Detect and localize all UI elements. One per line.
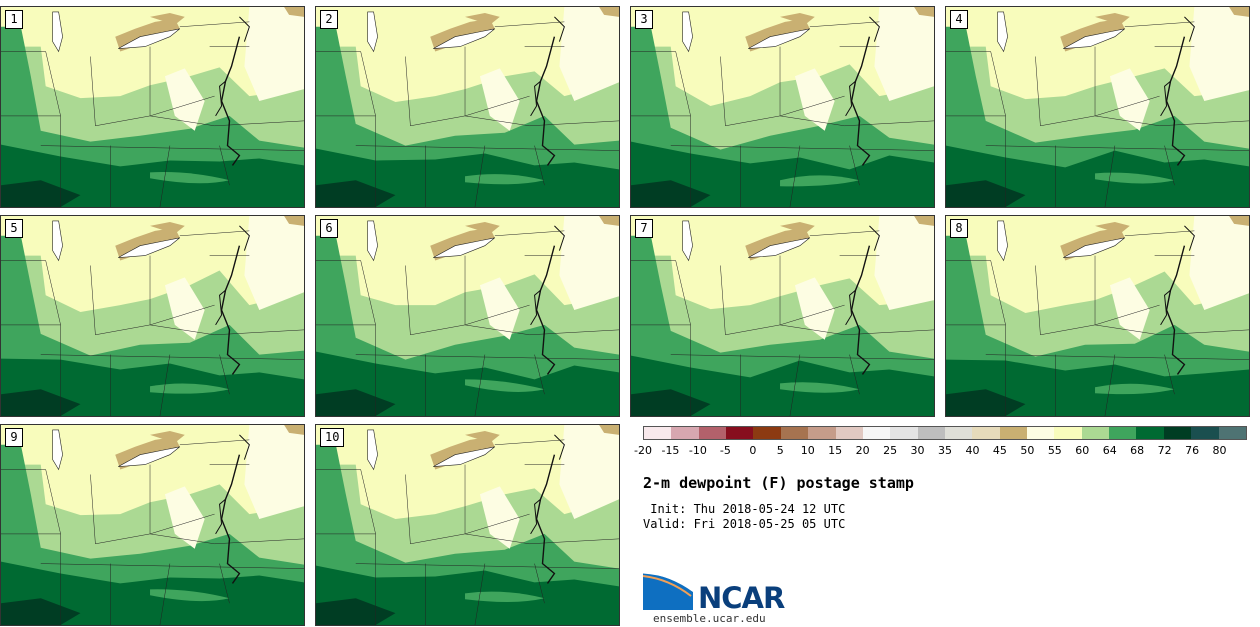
colorbar-tick-label: 45 <box>992 444 1007 457</box>
member-panel: 5 <box>0 215 305 417</box>
member-label: 3 <box>635 10 653 29</box>
member-label: 7 <box>635 219 653 238</box>
colorbar-tick-label: -15 <box>661 444 680 457</box>
member-label: 4 <box>950 10 968 29</box>
colorbar-tick-label: 60 <box>1075 444 1090 457</box>
ncar-logo-text: NCAR <box>698 581 785 615</box>
colorbar-tick-label: 68 <box>1130 444 1145 457</box>
colorbar-swatch <box>780 427 809 439</box>
valid-time: Valid: Fri 2018-05-25 05 UTC <box>643 517 846 531</box>
dewpoint-map <box>946 216 1249 416</box>
colorbar-tick-label: -10 <box>688 444 707 457</box>
dewpoint-map <box>316 216 619 416</box>
colorbar-swatch <box>808 427 836 439</box>
init-time: Init: Thu 2018-05-24 12 UTC <box>643 502 846 516</box>
member-label: 1 <box>5 10 23 29</box>
colorbar-swatch <box>1081 427 1110 439</box>
colorbar-tick-label: -5 <box>719 444 731 457</box>
colorbar-swatch <box>890 427 918 439</box>
figure-title: 2-m dewpoint (F) postage stamp <box>643 474 914 492</box>
dewpoint-map <box>1 7 304 207</box>
colorbar-tick-label: 55 <box>1047 444 1062 457</box>
member-panel: 9 <box>0 424 305 626</box>
dewpoint-map <box>631 216 934 416</box>
member-label: 9 <box>5 428 23 447</box>
colorbar-swatch <box>835 427 863 439</box>
colorbar-tick-label: 35 <box>938 444 952 457</box>
colorbar-tick-label: 20 <box>855 444 870 457</box>
member-label: 8 <box>950 219 968 238</box>
colorbar-tick-label: 50 <box>1020 444 1035 457</box>
member-label: 5 <box>5 219 23 238</box>
colorbar-tick-label: 10 <box>800 444 815 457</box>
member-panel: 8 <box>945 215 1250 417</box>
colorbar-swatch <box>972 427 1000 439</box>
colorbar-tick-label: 76 <box>1185 444 1200 457</box>
colorbar-swatch <box>917 427 945 439</box>
member-panel: 6 <box>315 215 620 417</box>
dewpoint-map <box>631 7 934 207</box>
member-panel: 1 <box>0 6 305 208</box>
colorbar-tick-label: 30 <box>910 444 925 457</box>
colorbar-swatch <box>999 427 1028 439</box>
colorbar-tick-label: 15 <box>828 444 843 457</box>
member-panel: 3 <box>630 6 935 208</box>
member-panel: 2 <box>315 6 620 208</box>
colorbar-swatch <box>698 427 727 439</box>
colorbar-swatch <box>1136 427 1164 439</box>
colorbar-swatch <box>1191 427 1219 439</box>
member-label: 2 <box>320 10 338 29</box>
member-panel: 7 <box>630 215 935 417</box>
colorbar-tick-label: 5 <box>776 444 784 457</box>
colorbar-tick-label: 25 <box>883 444 898 457</box>
colorbar-tick-label: -20 <box>634 444 652 457</box>
colorbar-swatch <box>1109 427 1137 439</box>
dewpoint-map <box>316 7 619 207</box>
colorbar-swatch <box>671 427 699 439</box>
colorbar-tick-label: 80 <box>1212 444 1227 457</box>
colorbar-swatch <box>1054 427 1082 439</box>
dewpoint-map <box>1 425 304 625</box>
colorbar-swatch <box>753 427 781 439</box>
colorbar-swatch <box>1163 427 1192 439</box>
dewpoint-map <box>316 425 619 625</box>
colorbar-swatch <box>726 427 754 439</box>
member-label: 6 <box>320 219 338 238</box>
dewpoint-map <box>946 7 1249 207</box>
colorbar-swatch <box>1218 427 1246 439</box>
ncar-url: ensemble.ucar.edu <box>653 612 766 625</box>
colorbar-swatch <box>1027 427 1055 439</box>
colorbar-tick-label: 0 <box>749 444 757 457</box>
colorbar-swatch <box>862 427 891 439</box>
member-panel: 10 <box>315 424 620 626</box>
colorbar-swatch <box>944 427 973 439</box>
colorbar-tick-label: 72 <box>1157 444 1172 457</box>
dewpoint-map <box>1 216 304 416</box>
colorbar-ticks: -20 -15 -10 -5 0 5 10 15 20 25 30 35 40 45 50 55 60 64 68 7… <box>634 444 1247 458</box>
colorbar-tick-label: 64 <box>1102 444 1117 457</box>
colorbar <box>643 426 1247 440</box>
ncar-logo <box>643 570 694 610</box>
colorbar-tick-label: 40 <box>965 444 980 457</box>
colorbar-swatch <box>644 427 672 439</box>
member-panel: 4 <box>945 6 1250 208</box>
member-label: 10 <box>320 428 345 447</box>
